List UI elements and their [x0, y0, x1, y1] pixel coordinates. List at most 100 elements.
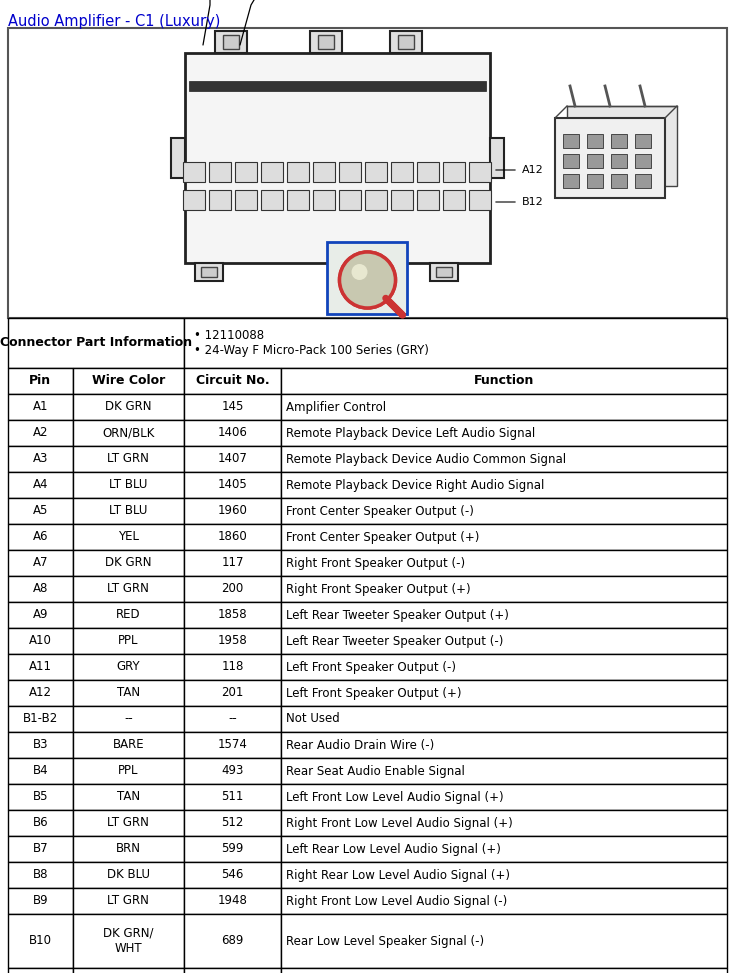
Bar — [282, 394, 727, 420]
Bar — [73, 968, 184, 973]
Bar — [73, 810, 184, 836]
Bar — [73, 836, 184, 862]
Bar — [8, 968, 73, 973]
Bar — [184, 628, 282, 654]
Bar — [282, 680, 727, 706]
Bar — [184, 888, 282, 914]
Text: LT BLU: LT BLU — [110, 479, 148, 491]
Text: A4: A4 — [32, 479, 48, 491]
Text: A8: A8 — [32, 583, 48, 595]
Bar — [8, 420, 73, 446]
Bar — [282, 446, 727, 472]
Bar — [470, 162, 492, 182]
Text: 1574: 1574 — [218, 739, 248, 751]
Bar — [635, 154, 651, 168]
Text: --: -- — [229, 712, 237, 726]
Text: PPL: PPL — [118, 634, 139, 647]
Bar — [436, 267, 452, 277]
Bar — [184, 968, 282, 973]
Bar — [184, 498, 282, 524]
Bar — [184, 914, 282, 968]
Text: Right Front Low Level Audio Signal (-): Right Front Low Level Audio Signal (-) — [286, 894, 507, 908]
Bar — [184, 576, 282, 602]
Bar — [73, 784, 184, 810]
Bar — [171, 138, 185, 178]
Text: Amplifier Control: Amplifier Control — [286, 401, 387, 414]
Bar — [262, 190, 284, 210]
Bar — [73, 550, 184, 576]
Text: BRN: BRN — [116, 843, 141, 855]
Text: Rear Seat Audio Enable Signal: Rear Seat Audio Enable Signal — [286, 765, 465, 777]
Bar — [8, 784, 73, 810]
Bar — [73, 862, 184, 888]
Text: 1858: 1858 — [218, 608, 248, 622]
Bar — [635, 134, 651, 148]
Bar — [417, 190, 440, 210]
Text: A11: A11 — [29, 661, 52, 673]
Bar — [235, 162, 257, 182]
Text: A1: A1 — [32, 401, 48, 414]
Bar — [195, 263, 223, 281]
Bar — [73, 394, 184, 420]
Bar — [184, 784, 282, 810]
Bar — [184, 420, 282, 446]
Bar — [73, 472, 184, 498]
Text: 1406: 1406 — [218, 426, 248, 440]
Text: A12: A12 — [522, 165, 544, 175]
Bar — [8, 318, 184, 368]
Bar — [398, 35, 414, 49]
Bar — [184, 368, 282, 394]
Bar — [8, 914, 73, 968]
Bar — [215, 31, 247, 53]
Text: DK BLU: DK BLU — [107, 869, 150, 882]
Text: A6: A6 — [32, 530, 48, 544]
Bar — [443, 190, 465, 210]
Bar — [73, 628, 184, 654]
Text: Right Front Speaker Output (-): Right Front Speaker Output (-) — [286, 557, 465, 569]
Bar — [282, 498, 727, 524]
Text: 201: 201 — [221, 687, 244, 700]
Bar — [587, 134, 603, 148]
Bar — [470, 190, 492, 210]
Text: Left Rear Tweeter Speaker Output (-): Left Rear Tweeter Speaker Output (-) — [286, 634, 503, 647]
Circle shape — [340, 252, 395, 308]
Text: GRY: GRY — [117, 661, 140, 673]
Bar — [282, 550, 727, 576]
Bar — [184, 550, 282, 576]
Text: B6: B6 — [32, 816, 49, 830]
Text: 599: 599 — [221, 843, 244, 855]
Bar — [73, 420, 184, 446]
Bar — [8, 836, 73, 862]
Text: B4: B4 — [32, 765, 49, 777]
Text: 1958: 1958 — [218, 634, 248, 647]
Bar — [563, 174, 579, 188]
Bar — [8, 706, 73, 732]
Bar — [340, 162, 362, 182]
Text: A5: A5 — [32, 504, 48, 518]
Bar — [490, 138, 504, 178]
Bar — [611, 154, 627, 168]
Bar — [184, 654, 282, 680]
Text: Right Rear Low Level Audio Signal (+): Right Rear Low Level Audio Signal (+) — [286, 869, 510, 882]
Bar — [8, 654, 73, 680]
Bar — [184, 680, 282, 706]
Text: LT BLU: LT BLU — [110, 504, 148, 518]
Bar — [287, 162, 309, 182]
Text: DK GRN/
WHT: DK GRN/ WHT — [103, 927, 154, 955]
Text: RED: RED — [116, 608, 140, 622]
Text: 117: 117 — [221, 557, 244, 569]
Bar — [282, 732, 727, 758]
Text: A7: A7 — [32, 557, 48, 569]
Bar — [184, 318, 727, 368]
Bar — [282, 524, 727, 550]
Bar — [8, 394, 73, 420]
Text: 145: 145 — [221, 401, 244, 414]
Bar — [184, 758, 282, 784]
Circle shape — [340, 252, 395, 308]
Bar — [390, 31, 422, 53]
Bar — [8, 680, 73, 706]
Text: 1960: 1960 — [218, 504, 248, 518]
Text: Wire Color: Wire Color — [92, 375, 165, 387]
Text: A3: A3 — [32, 452, 48, 465]
Bar — [563, 134, 579, 148]
